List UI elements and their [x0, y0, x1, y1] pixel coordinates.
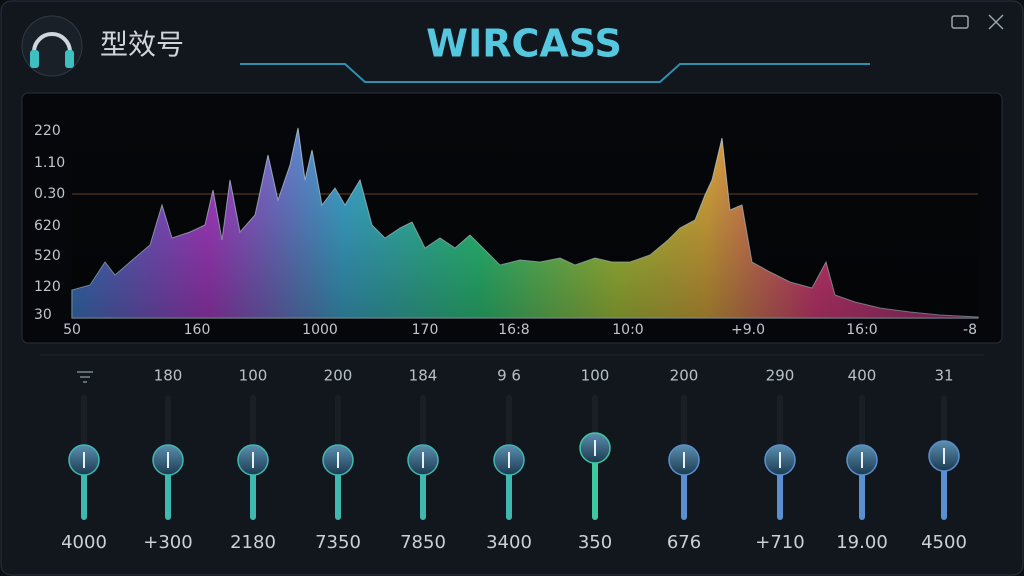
filter-icon: [77, 371, 93, 383]
y-axis-label: 520: [34, 248, 61, 264]
y-axis-label: 220: [34, 123, 61, 139]
band-label: 9 6: [497, 367, 521, 385]
close-button[interactable]: [988, 14, 1004, 30]
headphone-icon: [30, 50, 39, 68]
band-value: 3400: [486, 532, 532, 553]
slider-fill: [941, 456, 947, 520]
band-label: 100: [581, 367, 610, 385]
band-value: 350: [578, 532, 612, 553]
x-axis-label: 10:0: [612, 322, 643, 338]
band-label: 100: [239, 367, 268, 385]
band-label: 31: [934, 367, 953, 385]
slider-fill: [592, 448, 598, 520]
band-value: 2180: [230, 532, 276, 553]
headphone-icon: [32, 32, 72, 53]
y-axis-label: 120: [34, 279, 61, 295]
band-label: 290: [766, 367, 795, 385]
band-value: +300: [143, 532, 192, 553]
x-axis-label: 160: [184, 322, 211, 338]
x-axis-label: 170: [412, 322, 439, 338]
y-axis-label: 0.30: [34, 186, 65, 202]
y-axis-label: 1.10: [34, 155, 65, 171]
x-axis-label: 16:0: [846, 322, 877, 338]
headphone-icon: [65, 50, 74, 68]
band-label: 200: [324, 367, 353, 385]
band-label: 180: [154, 367, 183, 385]
band-label: 200: [670, 367, 699, 385]
band-value: 19.00: [836, 532, 888, 553]
band-label: 184: [409, 367, 438, 385]
x-axis-label: 50: [63, 322, 81, 338]
band-value: +710: [755, 532, 804, 553]
x-axis-label: 16:8: [498, 322, 529, 338]
header-accent: [240, 63, 870, 83]
band-value: 4000: [61, 532, 107, 553]
x-axis-label: +9.0: [731, 322, 765, 338]
y-axis-label: 620: [34, 218, 61, 234]
band-value: 7850: [400, 532, 446, 553]
band-value: 4500: [921, 532, 967, 553]
app-title: 型效号: [100, 28, 184, 61]
spectrum-shade: [72, 110, 978, 318]
band-value: 7350: [315, 532, 361, 553]
brand-title: WIRCASS: [426, 22, 622, 66]
x-axis-label: 1000: [302, 322, 338, 338]
band-value: 676: [667, 532, 701, 553]
band-label: 400: [848, 367, 877, 385]
x-axis-label: -8: [963, 322, 977, 338]
y-axis-label: 30: [34, 307, 52, 323]
restore-button[interactable]: [951, 15, 969, 29]
